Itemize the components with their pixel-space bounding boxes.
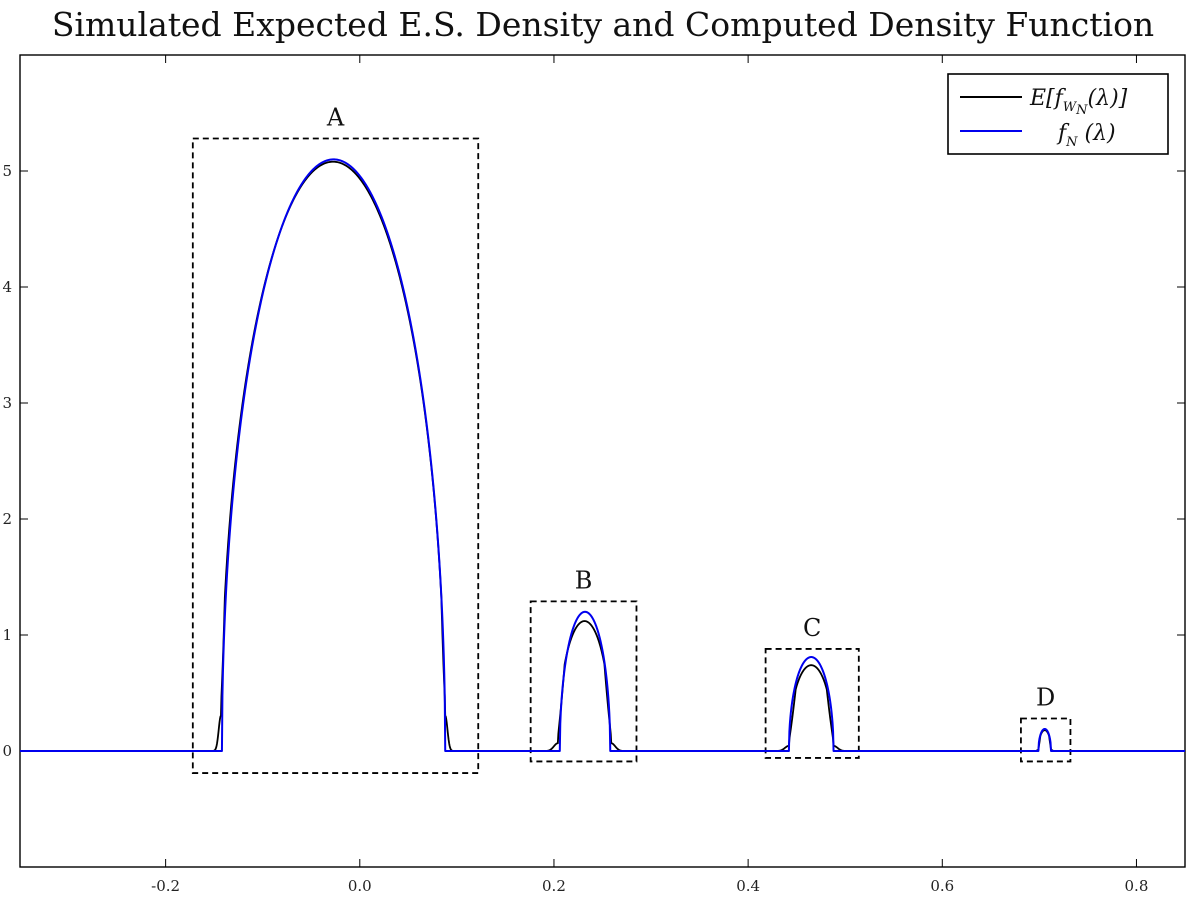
annotation-boxes: A B C D [191, 104, 1072, 774]
plot-frame [19, 54, 1186, 868]
annotation-label-b: B [575, 566, 593, 594]
legend: E[fWN(λ)] fN (λ) [947, 73, 1169, 155]
series-line-0 [19, 160, 1186, 752]
legend-box [947, 73, 1169, 155]
y-tick-label: 2 [2, 510, 12, 528]
annotation-label-d: D [1036, 684, 1055, 712]
series-lines [19, 158, 1186, 752]
x-tick-label: 0.6 [930, 877, 954, 895]
annotation-box-a [191, 137, 480, 774]
x-tick-label: -0.2 [151, 877, 180, 895]
annotation-label-a: A [326, 104, 345, 132]
chart-title: Simulated Expected E.S. Density and Comp… [52, 5, 1154, 44]
y-tick-label: 4 [2, 278, 12, 296]
x-tick-label: 0.2 [542, 877, 566, 895]
annotation-label-c: C [803, 614, 821, 642]
x-tick-label: 0.0 [348, 877, 372, 895]
annotation-box-b [529, 600, 638, 763]
axis-ticks: -0.2 0.0 0.2 0.4 0.6 0.8 0 1 2 3 4 5 [2, 55, 1185, 895]
x-tick-label: 0.4 [736, 877, 760, 895]
y-tick-label: 0 [2, 742, 12, 760]
y-tick-label: 3 [2, 394, 12, 412]
series-line-1 [19, 158, 1186, 752]
x-tick-label: 0.8 [1125, 877, 1149, 895]
y-tick-label: 5 [2, 162, 12, 180]
annotation-box-d [1020, 717, 1072, 763]
y-tick-label: 1 [2, 626, 12, 644]
legend-label-computed: fN (λ) [1056, 121, 1116, 150]
legend-label-expected: E[fWN(λ)] [1029, 86, 1128, 118]
